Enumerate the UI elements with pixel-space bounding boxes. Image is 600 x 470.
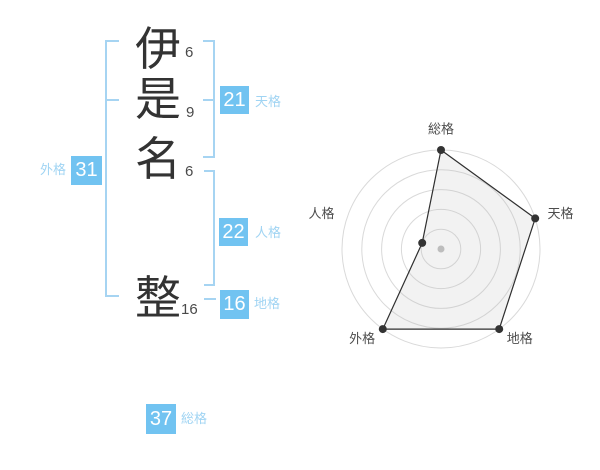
radar-axis-label: 総格 (428, 121, 454, 136)
jinkaku-bracket (204, 170, 215, 286)
chikaku-value-badge: 16 (220, 290, 249, 319)
radar-data-point (495, 325, 504, 334)
radar-ring (381, 189, 501, 309)
tenkaku-bracket (203, 40, 215, 158)
name-character-2: 是 (135, 73, 181, 125)
stroke-count-4: 16 (181, 301, 198, 318)
stroke-count-1: 6 (185, 44, 194, 61)
gaikaku-bracket-mid-tick (105, 99, 119, 101)
radar-data-point (378, 325, 387, 334)
chikaku-connector (204, 298, 216, 300)
chikaku-label: 地格 (254, 296, 281, 311)
soukaku-label: 総格 (181, 411, 208, 426)
gaikaku-bracket (105, 40, 119, 297)
name-character-1: 伊 (135, 23, 181, 75)
tenkaku-label: 天格 (255, 94, 282, 109)
tenkaku-bracket-mid-tick (203, 99, 213, 101)
name-character-3: 名 (135, 133, 181, 185)
radar-ring (400, 208, 482, 290)
name-character-4: 整 (135, 272, 181, 324)
soukaku-value-badge: 37 (146, 404, 176, 434)
gaikaku-label: 外格 (39, 162, 66, 177)
stroke-count-2: 9 (186, 104, 195, 121)
radar-ring (361, 169, 521, 329)
radar-data-point (418, 238, 427, 247)
radar-axis-label: 地格 (507, 331, 533, 346)
radar-center-dot (437, 245, 445, 253)
radar-polygon (381, 148, 536, 330)
gaikaku-value-badge: 31 (71, 156, 102, 185)
radar-data-point (531, 214, 540, 223)
stroke-count-3: 6 (185, 163, 194, 180)
jinkaku-value-badge: 22 (219, 218, 248, 246)
jinkaku-label: 人格 (255, 225, 282, 240)
radar-data-point (437, 146, 445, 154)
radar-axis-label: 天格 (548, 206, 574, 221)
radar-axis-label: 外格 (349, 331, 375, 346)
tenkaku-value-badge: 21 (220, 86, 249, 114)
radar-axis-label: 人格 (308, 206, 334, 221)
radar-ring (420, 228, 462, 270)
